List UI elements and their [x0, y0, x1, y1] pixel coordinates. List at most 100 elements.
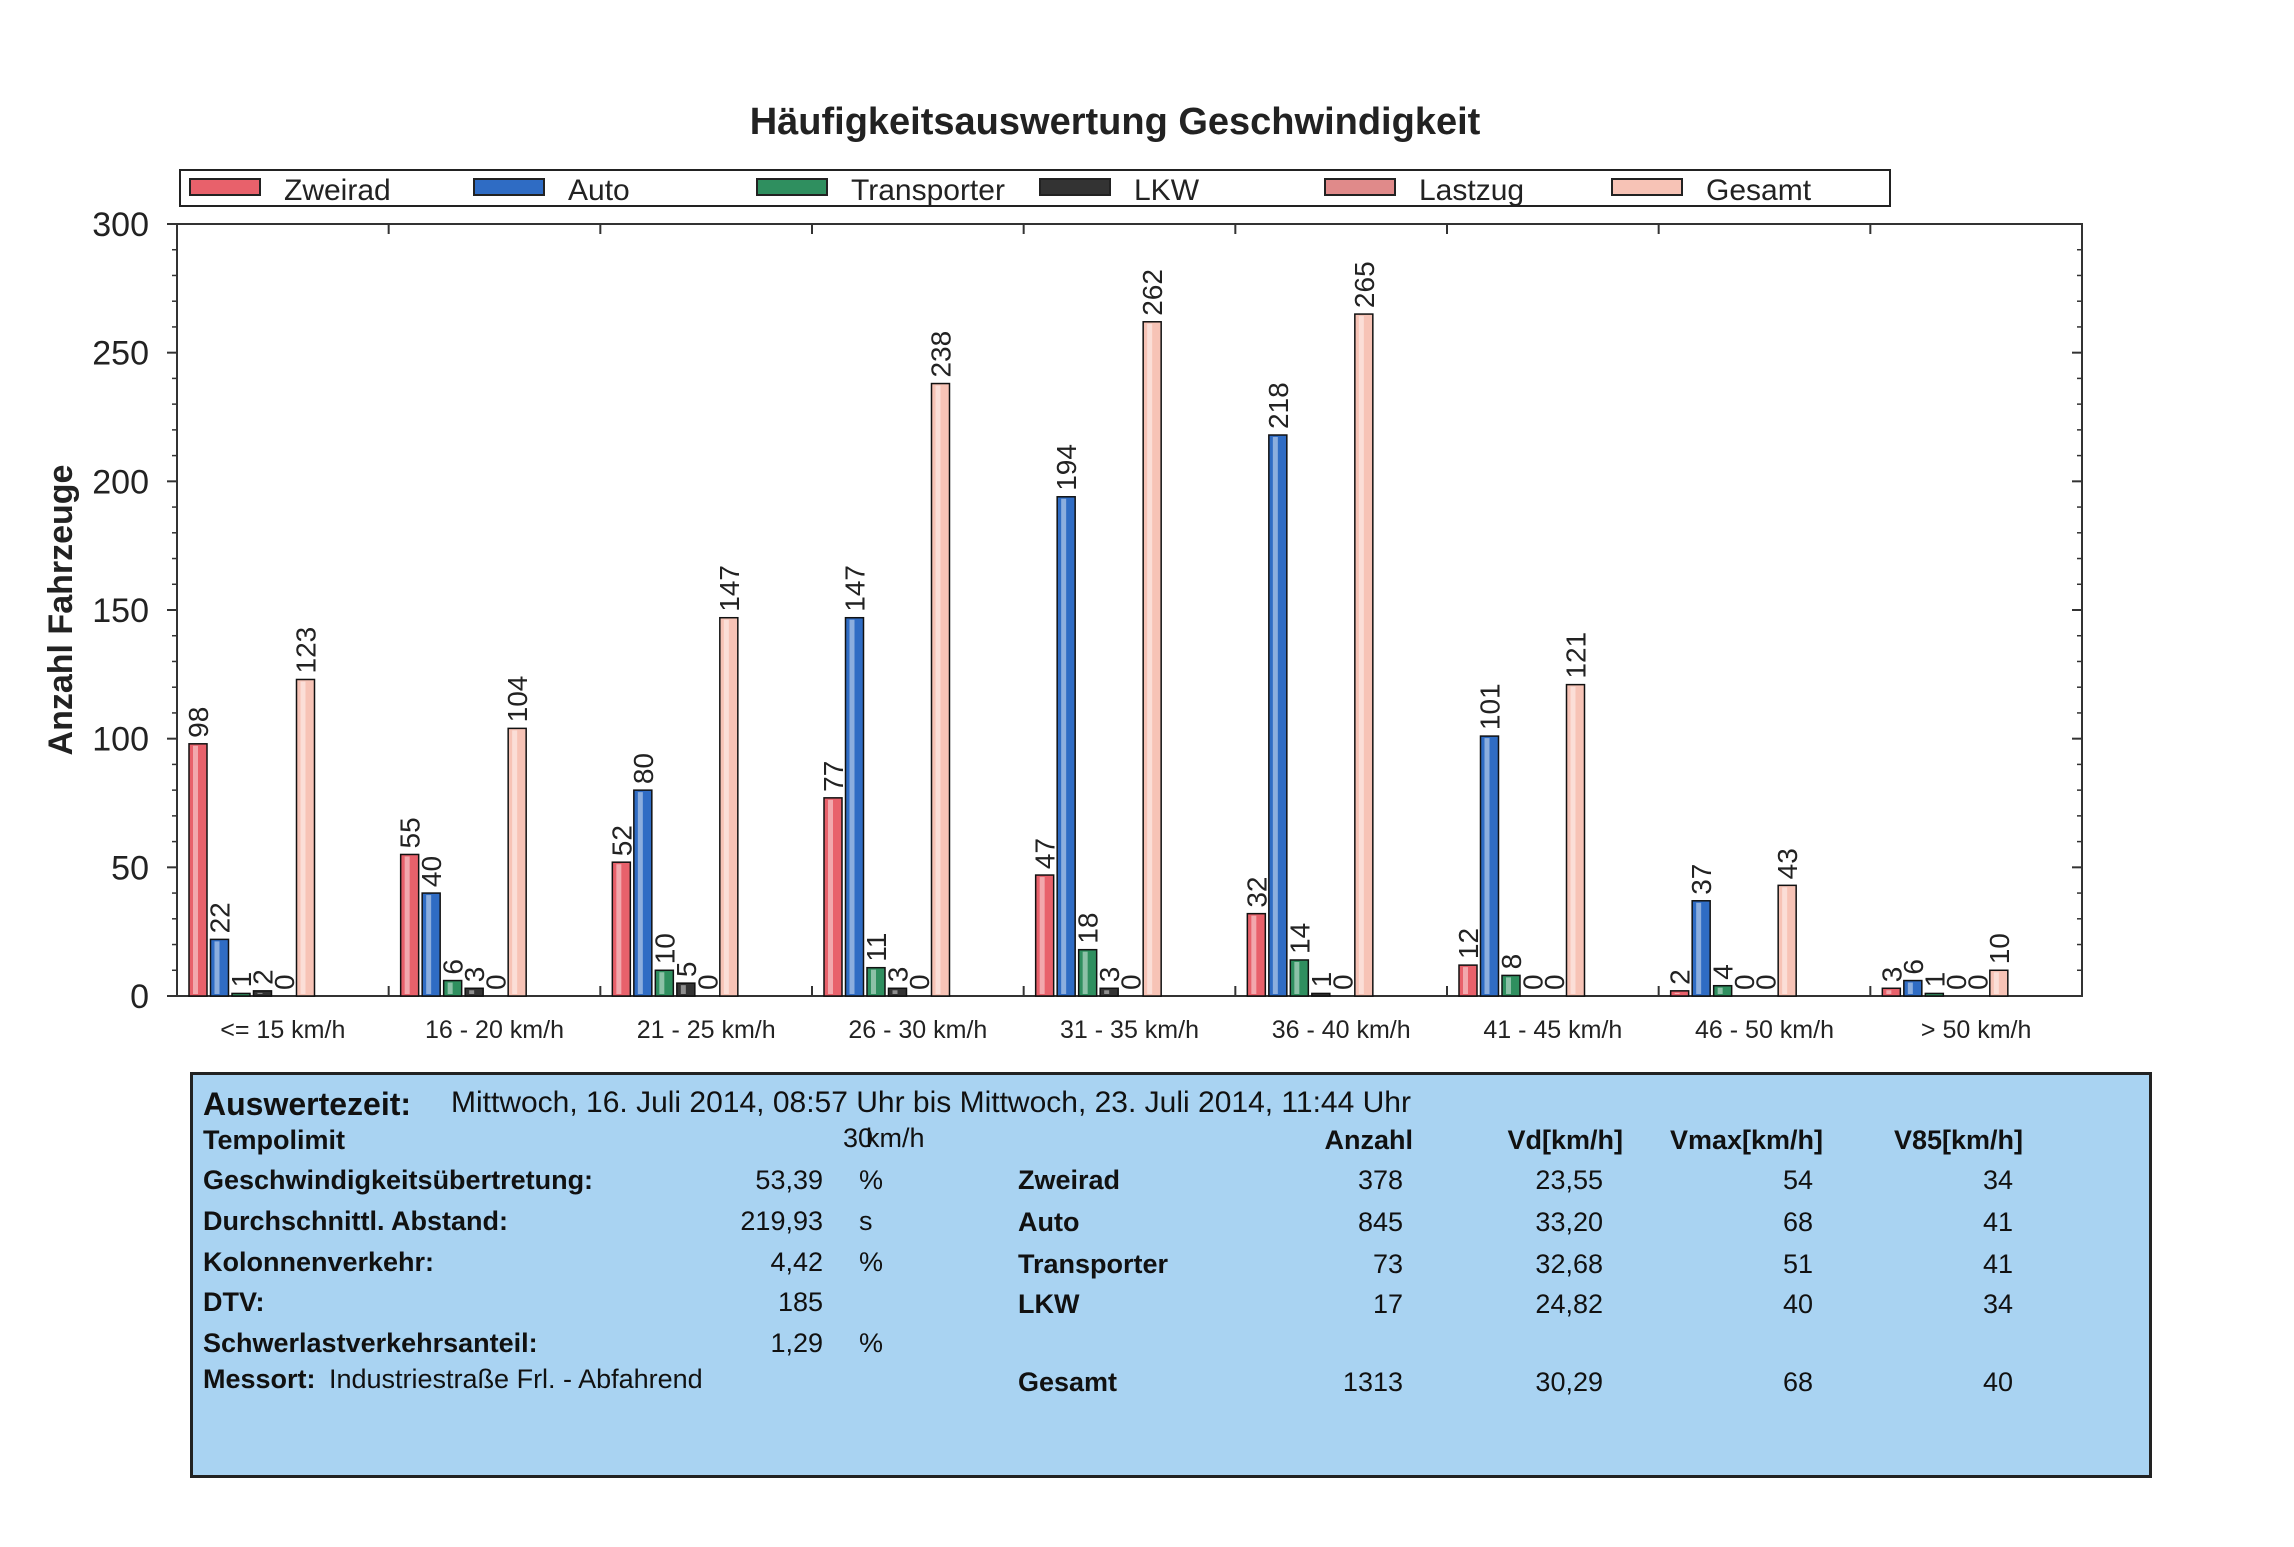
table-row-name: LKW [1018, 1289, 1080, 1319]
table-row-name: Zweirad [1018, 1165, 1121, 1195]
bar-value-label: 0 [1539, 974, 1570, 990]
bar-highlight [1674, 992, 1680, 994]
bar-value-label: 8 [1496, 954, 1527, 970]
tempolimit-value: 30 [842, 1123, 873, 1153]
x-tick-label: 46 - 50 km/h [1695, 1016, 1834, 1044]
stat-label: Durchschnittl. Abstand: [203, 1206, 509, 1236]
bar-value-label: 0 [1729, 974, 1760, 990]
bar [1034, 874, 1055, 997]
bar-value-label: 0 [1518, 974, 1549, 990]
table-cell-vmax: 51 [1782, 1249, 1813, 1279]
table-cell-anzahl: 73 [1372, 1249, 1403, 1279]
bar-value-label: 104 [502, 676, 533, 723]
bar [887, 987, 908, 997]
x-tick-label: > 50 km/h [1921, 1016, 2031, 1044]
table-total-vmax: 68 [1782, 1367, 1813, 1397]
table-cell-vd: 23,55 [1535, 1165, 1603, 1195]
bar [1565, 683, 1586, 997]
table-header-anzahl: Anzahl [1324, 1125, 1413, 1155]
legend-label: Zweirad [284, 174, 391, 207]
bar [676, 982, 696, 997]
stat-unit: % [859, 1165, 884, 1195]
bar [1903, 979, 1923, 997]
bar [1669, 990, 1690, 997]
bar-value-label: 43 [1772, 848, 1803, 879]
bar-value-label: 14 [1284, 923, 1315, 954]
messort-label: Messort: [203, 1364, 316, 1394]
bar-highlight [1782, 887, 1788, 994]
bar-highlight [1039, 877, 1045, 994]
bar-value-label: 4 [1708, 964, 1739, 980]
bar-value-label: 1 [1306, 972, 1337, 988]
bar-value-label: 3 [883, 967, 914, 983]
bar-value-label: 0 [1116, 974, 1147, 990]
bar-highlight [469, 990, 475, 994]
bar-value-label: 123 [291, 627, 322, 674]
table-cell-anzahl: 378 [1357, 1165, 1403, 1195]
legend-label: Lastzug [1419, 174, 1524, 207]
bar-value-label: 101 [1475, 683, 1506, 730]
table-cell-vd: 33,20 [1535, 1207, 1603, 1237]
bar [719, 616, 739, 997]
bar [633, 789, 653, 997]
bar-value-label: 1 [226, 972, 257, 988]
y-tick-label: 200 [92, 463, 149, 501]
bar-highlight [1717, 987, 1723, 994]
bar-highlight [723, 619, 729, 994]
bar-highlight [1358, 316, 1364, 995]
bar-value-label: 6 [438, 959, 469, 975]
bar-highlight [1886, 990, 1892, 994]
bar-value-label: 22 [205, 902, 236, 933]
bar [1099, 987, 1119, 997]
y-tick-label: 150 [92, 592, 149, 630]
table-total-vd: 30,29 [1535, 1367, 1603, 1397]
stat-value: 1,29 [770, 1328, 823, 1358]
bar-highlight [659, 972, 665, 994]
table-cell-vd: 32,68 [1535, 1249, 1603, 1279]
legend-label: LKW [1134, 174, 1200, 207]
bar [1354, 313, 1374, 997]
bar-value-label: 12 [1453, 928, 1484, 959]
stat-value: 185 [777, 1287, 823, 1317]
bar [1246, 912, 1267, 997]
table-cell-anzahl: 845 [1357, 1207, 1403, 1237]
bar-highlight [300, 681, 306, 994]
bar-value-label: 0 [1327, 974, 1358, 990]
table-cell-vmax: 54 [1782, 1165, 1813, 1195]
bar-highlight [214, 941, 220, 994]
legend-swatch [473, 178, 545, 196]
bar [252, 990, 273, 997]
bar [1077, 948, 1098, 997]
bar [1479, 735, 1500, 997]
bar-value-label: 0 [269, 974, 300, 990]
bar-value-label: 0 [1751, 974, 1782, 990]
bar [1501, 974, 1521, 997]
bar [866, 966, 886, 997]
bar [421, 892, 441, 997]
bar-highlight [1272, 437, 1278, 995]
bar-highlight [1061, 498, 1067, 994]
messort-value: Industriestraße Frl. - Abfahrend [329, 1364, 703, 1394]
stat-value: 53,39 [755, 1165, 823, 1195]
bar-value-label: 0 [692, 974, 723, 990]
bar-highlight [1570, 686, 1576, 994]
bar-value-label: 0 [904, 974, 935, 990]
evaluation-info-panel: Auswertezeit: Mittwoch, 16. Juli 2014, 0… [190, 1072, 2152, 1478]
bar [654, 969, 675, 997]
bar [1777, 884, 1797, 997]
bar [1924, 992, 1945, 997]
bar [209, 938, 230, 997]
bar-highlight [193, 745, 198, 994]
bar [399, 853, 420, 997]
bar-highlight [935, 385, 941, 995]
bar [844, 616, 865, 997]
bar-value-label: 11 [861, 933, 892, 962]
y-tick-label: 0 [130, 978, 149, 1016]
table-header-vmax: Vmax[km/h] [1669, 1125, 1823, 1155]
y-tick-label: 100 [92, 721, 149, 759]
bar [823, 797, 843, 997]
bar-value-label: 32 [1241, 876, 1272, 907]
bar-highlight [828, 799, 833, 994]
bar-value-label: 6 [1898, 959, 1929, 975]
bar-value-label: 147 [840, 565, 871, 612]
